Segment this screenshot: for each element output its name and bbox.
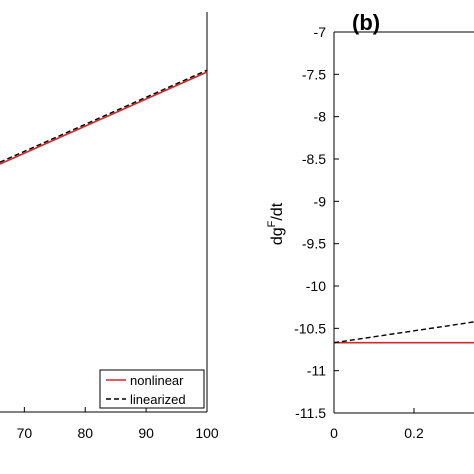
- legend-box: [99, 369, 205, 409]
- panel-b-y-tick-label: -10.5: [294, 320, 326, 336]
- legend-label-nonlinear: nonlinear: [130, 373, 184, 388]
- panel-a-x-tick-label: 70: [17, 425, 33, 441]
- panel-b-x-tick-label: 0: [330, 425, 338, 441]
- panel-a-x-tick-label: 80: [77, 425, 93, 441]
- panel-b-y-tick-label: -8.5: [302, 151, 326, 167]
- panel-b-y-label: dgF/dt: [266, 202, 286, 245]
- panel-b-y-tick-label: -7.5: [302, 66, 326, 82]
- panel-b-y-tick-label: -9: [314, 193, 327, 209]
- panel-a-x-tick-label: 100: [195, 425, 219, 441]
- legend-label-linearized: linearized: [130, 392, 186, 407]
- panel-a: 70 80 90 100 nonlinear linearized: [0, 12, 219, 441]
- panel-b-y-tick-label: -7: [314, 24, 327, 40]
- panel-b-series-nonlinear: [334, 341, 474, 344]
- legend: nonlinear linearized: [99, 369, 205, 409]
- panel-a-series-nonlinear: [0, 71, 208, 165]
- panel-b-y-tick-label: -10: [306, 278, 326, 294]
- panel-b-y-tick-label: -8: [314, 109, 327, 125]
- panel-b-y-tick-label: -11: [307, 363, 326, 379]
- panel-b-y-tick-label: -11.5: [295, 405, 326, 421]
- panel-b-y-tick-label: -9.5: [302, 236, 326, 252]
- panel-a-x-tick-label: 90: [138, 425, 154, 441]
- panel-b-series-linearized: [333, 321, 474, 344]
- panel-b-label: (b): [352, 10, 380, 35]
- panel-a-series-linearized: [0, 69, 208, 163]
- panel-b-x-tick-label: 0.2: [404, 425, 424, 441]
- panel-b: (b) -7 -7.5 -8 -8.5 -9 -9.5 -10 -10.5 -11 -11.5 0…: [266, 10, 474, 441]
